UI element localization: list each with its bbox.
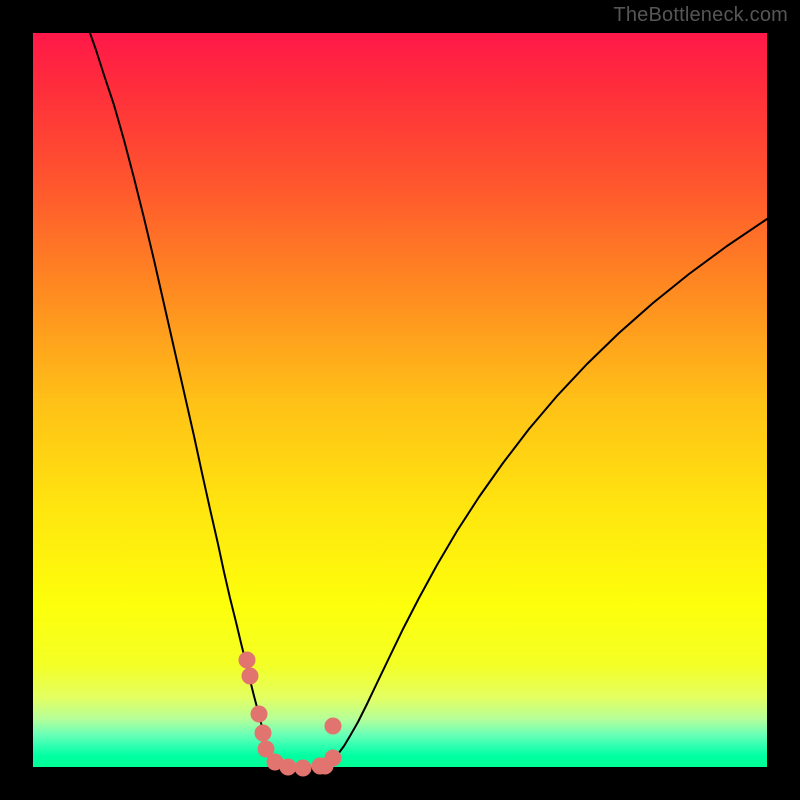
data-marker <box>255 725 271 741</box>
watermark-text: TheBottleneck.com <box>613 4 788 27</box>
plot-background <box>33 33 767 767</box>
data-marker <box>325 750 341 766</box>
data-marker <box>239 652 255 668</box>
chart-svg <box>0 0 800 800</box>
data-marker <box>325 718 341 734</box>
data-marker <box>251 706 267 722</box>
data-marker <box>280 759 296 775</box>
data-marker <box>295 760 311 776</box>
data-marker <box>242 668 258 684</box>
chart-container: TheBottleneck.com <box>0 0 800 800</box>
